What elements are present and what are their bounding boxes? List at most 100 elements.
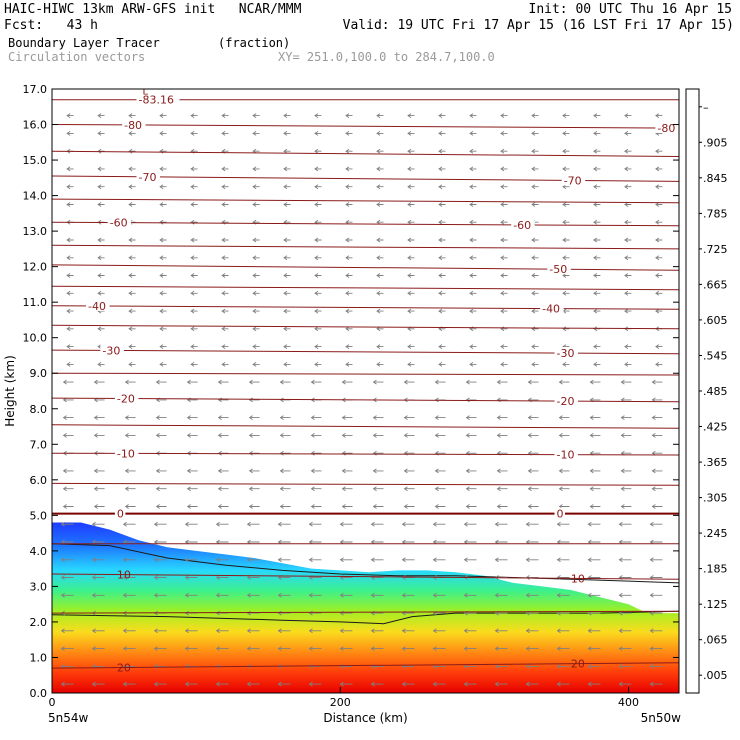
vector-arrow (531, 202, 539, 207)
vector-arrow (438, 148, 446, 154)
temperature-contour (52, 662, 679, 669)
vector-arrow (345, 308, 353, 314)
vector-arrow (314, 362, 322, 367)
contour-label-bg (554, 507, 565, 519)
vector-arrow (128, 184, 136, 190)
vector-arrow (159, 166, 167, 172)
vector-arrow (655, 237, 663, 243)
vector-arrow (190, 255, 198, 261)
vector-arrow (376, 362, 384, 367)
vector-arrow (221, 290, 229, 296)
vector-arrow (562, 166, 570, 172)
vector-arrow (345, 273, 353, 278)
vector-arrow (279, 415, 291, 420)
vector-arrow (186, 379, 198, 385)
vector-arrow (527, 468, 539, 474)
vector-arrow (465, 468, 477, 474)
vector-arrow (91, 681, 105, 687)
vector-arrow (97, 273, 105, 278)
vector-arrow (217, 486, 229, 492)
contour-label: -40 (542, 303, 560, 316)
vector-arrow (190, 184, 198, 190)
vector-arrow (248, 486, 260, 492)
vector-arrow (345, 362, 353, 367)
vector-arrow (60, 521, 74, 527)
vector-arrow (432, 521, 446, 527)
vector-arrow (128, 362, 136, 367)
contour-label: 10 (571, 572, 585, 585)
vector-arrow (128, 237, 136, 243)
vector-arrow (624, 113, 632, 118)
vector-arrow (345, 326, 353, 332)
contour-label: -60 (513, 219, 531, 232)
vector-arrow (248, 504, 260, 509)
colorbar-label: .425 (703, 421, 728, 434)
vector-arrow (217, 504, 229, 509)
vector-arrow (527, 415, 539, 420)
vector-arrow (279, 433, 291, 438)
vector-arrow (341, 450, 353, 456)
colorbar-label: .545 (703, 350, 728, 363)
vector-arrow (469, 290, 477, 296)
vector-arrow (97, 184, 105, 190)
vector-arrow (159, 113, 167, 118)
vector-arrow (370, 646, 384, 651)
contour-label-bg (86, 299, 110, 311)
y-tick-label: 2.0 (30, 616, 48, 629)
vector-arrow (60, 646, 74, 651)
vector-arrow (221, 255, 229, 261)
vector-arrow (66, 237, 74, 243)
vector-arrow (469, 362, 477, 367)
vector-arrow (128, 273, 136, 278)
x-axis-label: Distance (km) (323, 711, 407, 725)
vector-arrow (217, 468, 229, 474)
vector-arrow (376, 344, 384, 349)
vector-arrow (651, 486, 663, 492)
vector-arrow (494, 592, 508, 598)
vector-arrow (190, 219, 198, 225)
vector-arrow (655, 202, 663, 207)
vector-arrow (122, 646, 136, 651)
vector-arrow (463, 592, 477, 598)
vector-arrow (593, 255, 601, 261)
y-tick-label: 12.0 (23, 261, 48, 274)
vector-arrow (525, 521, 539, 527)
vector-arrow (494, 646, 508, 651)
contour-label-bg (100, 344, 124, 356)
vector-arrow (186, 504, 198, 509)
vector-arrow (465, 397, 477, 403)
temperature-contour (52, 573, 679, 580)
contour-label-bg (114, 392, 139, 404)
vector-arrow (248, 397, 260, 403)
vector-arrow (624, 202, 632, 207)
temperature-contour (52, 482, 679, 486)
vector-arrow (593, 237, 601, 243)
temperature-contour (52, 221, 679, 227)
vector-arrow (500, 290, 508, 296)
vector-arrow (496, 468, 508, 474)
colorbar-label: .005 (703, 669, 728, 682)
contour-label-bg (554, 395, 578, 406)
vector-arrow (593, 273, 601, 278)
y-tick-label: 13.0 (23, 225, 48, 238)
vector-arrow (434, 468, 446, 474)
vector-arrow (97, 131, 105, 136)
vector-arrow (651, 379, 663, 385)
vector-arrow (500, 344, 508, 349)
vector-arrow (308, 646, 322, 651)
vector-arrow (376, 113, 384, 118)
vector-arrow (341, 486, 353, 492)
contour-label: -10 (557, 449, 575, 462)
vector-arrow (469, 113, 477, 118)
vector-arrow (531, 362, 539, 367)
vector-arrow (401, 557, 415, 563)
vector-arrow (556, 681, 570, 687)
contour-label: 10 (117, 569, 131, 582)
plot-frame (51, 88, 680, 694)
vector-arrow (155, 486, 167, 492)
vector-arrow (217, 397, 229, 403)
y-tick-label: 5.0 (30, 509, 48, 522)
vector-arrow (159, 308, 167, 314)
y-tick-label: 0.0 (30, 687, 48, 700)
vector-arrow (438, 344, 446, 349)
